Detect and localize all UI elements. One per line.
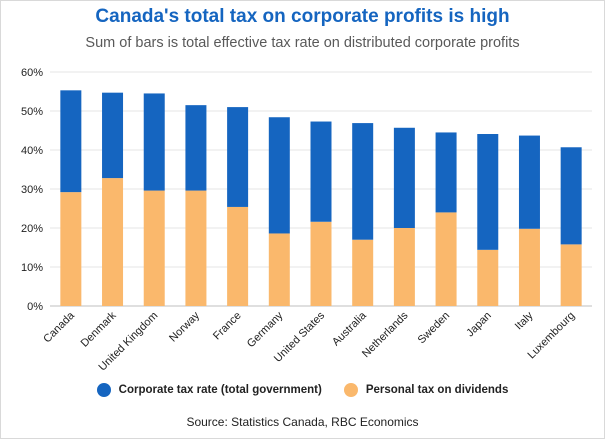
legend-label-corporate: Corporate tax rate (total government) — [118, 384, 322, 396]
legend-item-corporate: Corporate tax rate (total government) — [96, 383, 322, 397]
legend-item-personal: Personal tax on dividends — [343, 383, 509, 397]
bar-corporate — [518, 135, 540, 229]
bar-personal — [352, 239, 374, 306]
bar-personal — [435, 212, 457, 306]
legend: Corporate tax rate (total government) Pe… — [0, 383, 605, 397]
y-axis: 0% 10% 20% 30% 40% 50% 60% — [21, 67, 43, 313]
bar-personal — [310, 221, 332, 306]
source-note: Source: Statistics Canada, RBC Economics — [186, 415, 419, 429]
bar-corporate — [560, 147, 582, 245]
chart-subtitle: Sum of bars is total effective tax rate … — [85, 35, 520, 51]
x-tick-label: Japan — [464, 310, 494, 340]
bar-personal — [518, 228, 540, 306]
bar-personal — [102, 178, 124, 306]
y-tick-label: 0% — [27, 301, 43, 313]
legend-label-personal: Personal tax on dividends — [365, 384, 509, 396]
x-tick-label: Australia — [330, 309, 369, 348]
y-tick-label: 40% — [21, 145, 43, 157]
y-tick-label: 60% — [21, 67, 43, 79]
bar-personal — [560, 244, 582, 306]
chart-title: Canada's total tax on corporate profits … — [95, 6, 510, 27]
y-tick-label: 50% — [21, 106, 43, 118]
legend-swatch-corporate — [96, 383, 111, 397]
x-tick-label: Canada — [41, 309, 77, 345]
x-tick-label: Germany — [245, 309, 286, 350]
bar-personal — [185, 190, 207, 306]
y-tick-label: 10% — [21, 262, 43, 274]
y-tick-label: 30% — [21, 184, 43, 196]
bar-corporate — [393, 127, 415, 228]
x-tick-label: France — [211, 310, 244, 343]
x-tick-label: Sweden — [416, 310, 453, 347]
bar-corporate — [477, 134, 499, 250]
bar-corporate — [310, 121, 332, 222]
bar-corporate — [143, 93, 165, 191]
y-tick-label: 20% — [21, 223, 43, 235]
bars — [60, 90, 582, 306]
x-tick-label: Netherlands — [360, 309, 411, 360]
bar-corporate — [227, 107, 249, 207]
bar-personal — [60, 192, 82, 306]
bar-corporate — [268, 117, 290, 234]
bar-corporate — [185, 105, 207, 191]
bar-personal — [227, 206, 249, 306]
bar-corporate — [60, 90, 82, 193]
legend-swatch-personal — [343, 383, 358, 397]
bar-personal — [268, 233, 290, 306]
bar-corporate — [102, 92, 124, 179]
bar-corporate — [352, 123, 374, 240]
bar-personal — [477, 249, 499, 306]
x-tick-label: Norway — [167, 309, 202, 344]
x-tick-label: Italy — [513, 309, 536, 332]
bar-personal — [393, 228, 415, 306]
bar-personal — [143, 190, 165, 306]
x-tick-label: Denmark — [79, 309, 119, 349]
bar-corporate — [435, 132, 457, 213]
